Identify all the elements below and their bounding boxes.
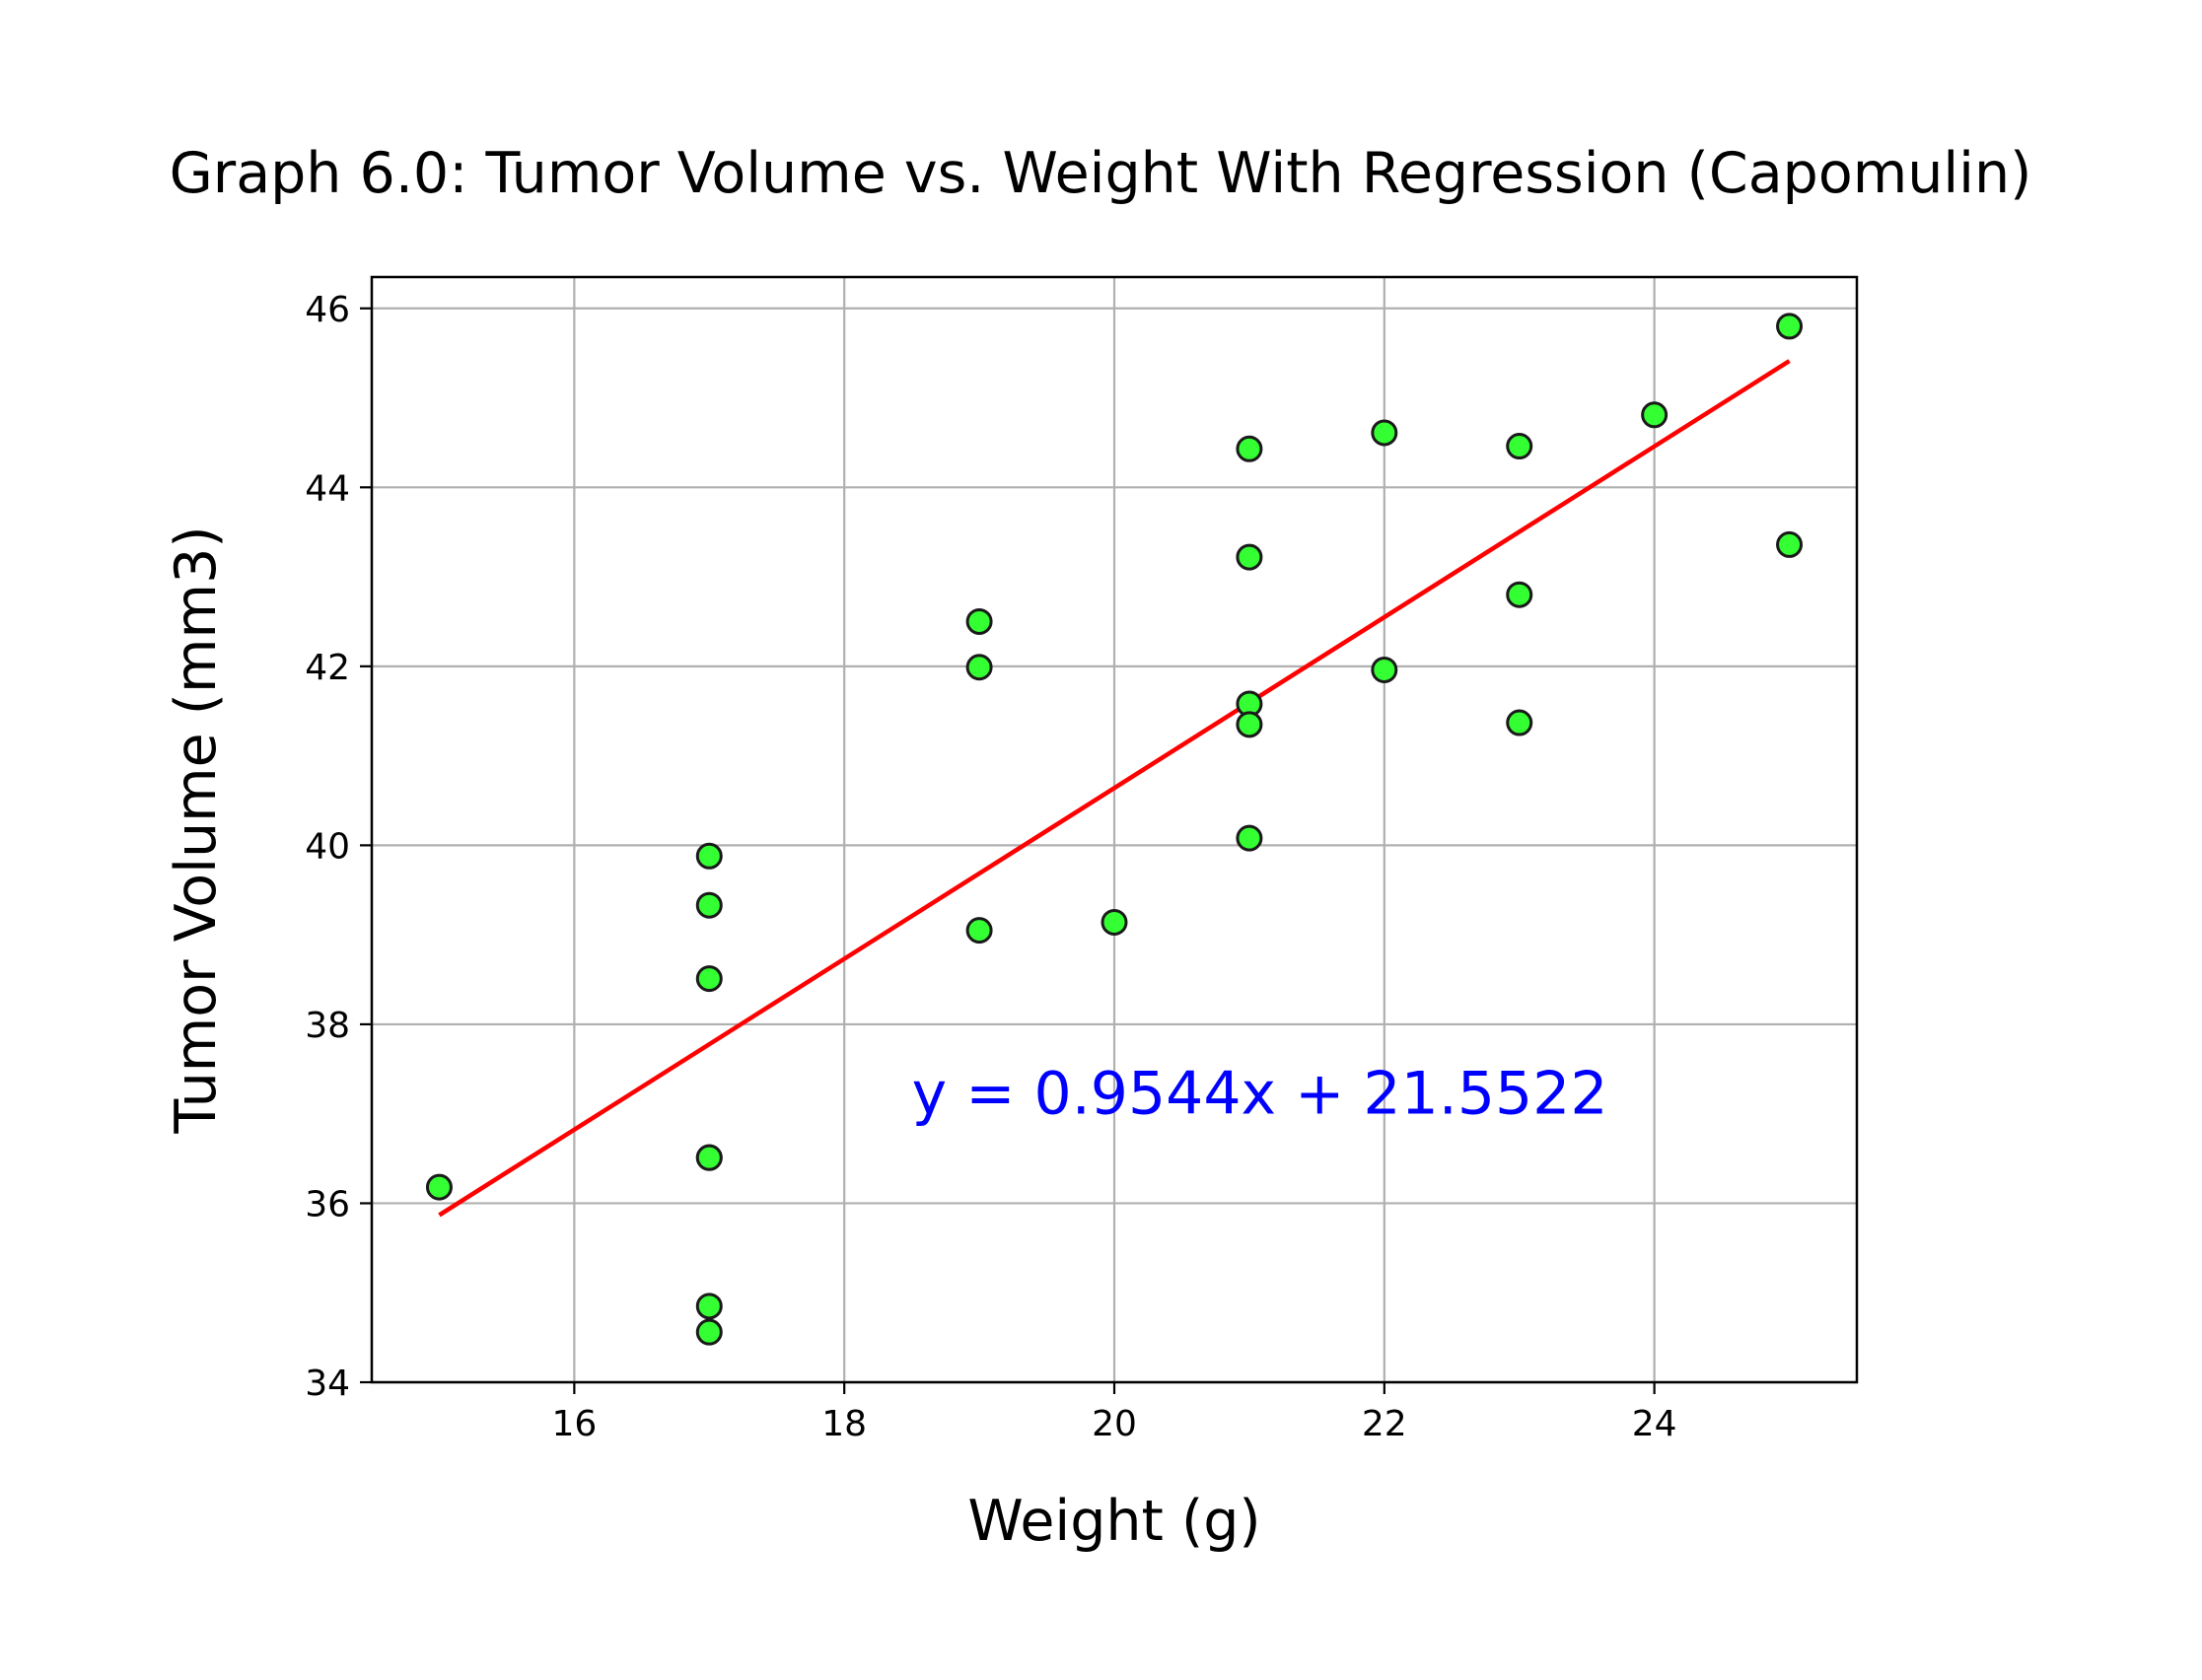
scatter-point: [695, 891, 723, 919]
x-axis-label: Weight (g): [967, 1489, 1260, 1554]
scatter-point: [695, 965, 723, 993]
x-tick-label: 22: [1362, 1404, 1407, 1444]
scatter-point: [695, 1318, 723, 1346]
scatter-point: [1236, 711, 1263, 738]
grid: [372, 277, 1857, 1384]
scatter-point: [1506, 709, 1533, 736]
scatter-point: [1371, 419, 1398, 447]
scatter-point: [1236, 824, 1263, 852]
chart-title: Graph 6.0: Tumor Volume vs. Weight With …: [170, 141, 2032, 206]
scatter-point: [1776, 313, 1804, 340]
y-tick-label: 38: [305, 1006, 350, 1046]
scatter-point: [425, 1173, 453, 1201]
data-points: [425, 313, 1804, 1346]
y-tick-label: 46: [305, 290, 350, 330]
axis-ticks: 16 18 20 22 24 34 36 38 40 42 44 46: [305, 290, 1676, 1444]
scatter-point: [965, 917, 993, 945]
x-tick-label: 24: [1632, 1404, 1677, 1444]
scatter-point: [965, 654, 993, 681]
scatter-point: [1776, 530, 1804, 558]
scatter-point: [1506, 433, 1533, 460]
scatter-point: [1641, 401, 1669, 429]
y-tick-label: 44: [305, 468, 350, 509]
y-tick-label: 36: [305, 1184, 350, 1225]
scatter-point: [1236, 543, 1263, 571]
y-tick-label: 42: [305, 648, 350, 688]
x-tick-label: 20: [1092, 1404, 1137, 1444]
scatter-point: [695, 1144, 723, 1171]
scatter-point: [1371, 656, 1398, 683]
regression-equation-annotation: y = 0.9544x + 21.5522: [912, 1060, 1608, 1129]
regression-line: [438, 359, 1791, 1218]
y-axis-label: Tumor Volume (mm3): [164, 525, 229, 1134]
scatter-point: [695, 842, 723, 870]
x-tick-label: 16: [551, 1404, 597, 1444]
x-tick-label: 18: [821, 1404, 867, 1444]
scatter-point: [1506, 581, 1533, 608]
scatter-point: [965, 607, 993, 635]
scatter-point: [695, 1293, 723, 1320]
y-tick-label: 40: [305, 826, 350, 867]
scatter-point: [1101, 908, 1128, 936]
regression-layer: [438, 359, 1791, 1218]
y-tick-label: 34: [305, 1364, 350, 1404]
scatter-point: [1236, 435, 1263, 462]
